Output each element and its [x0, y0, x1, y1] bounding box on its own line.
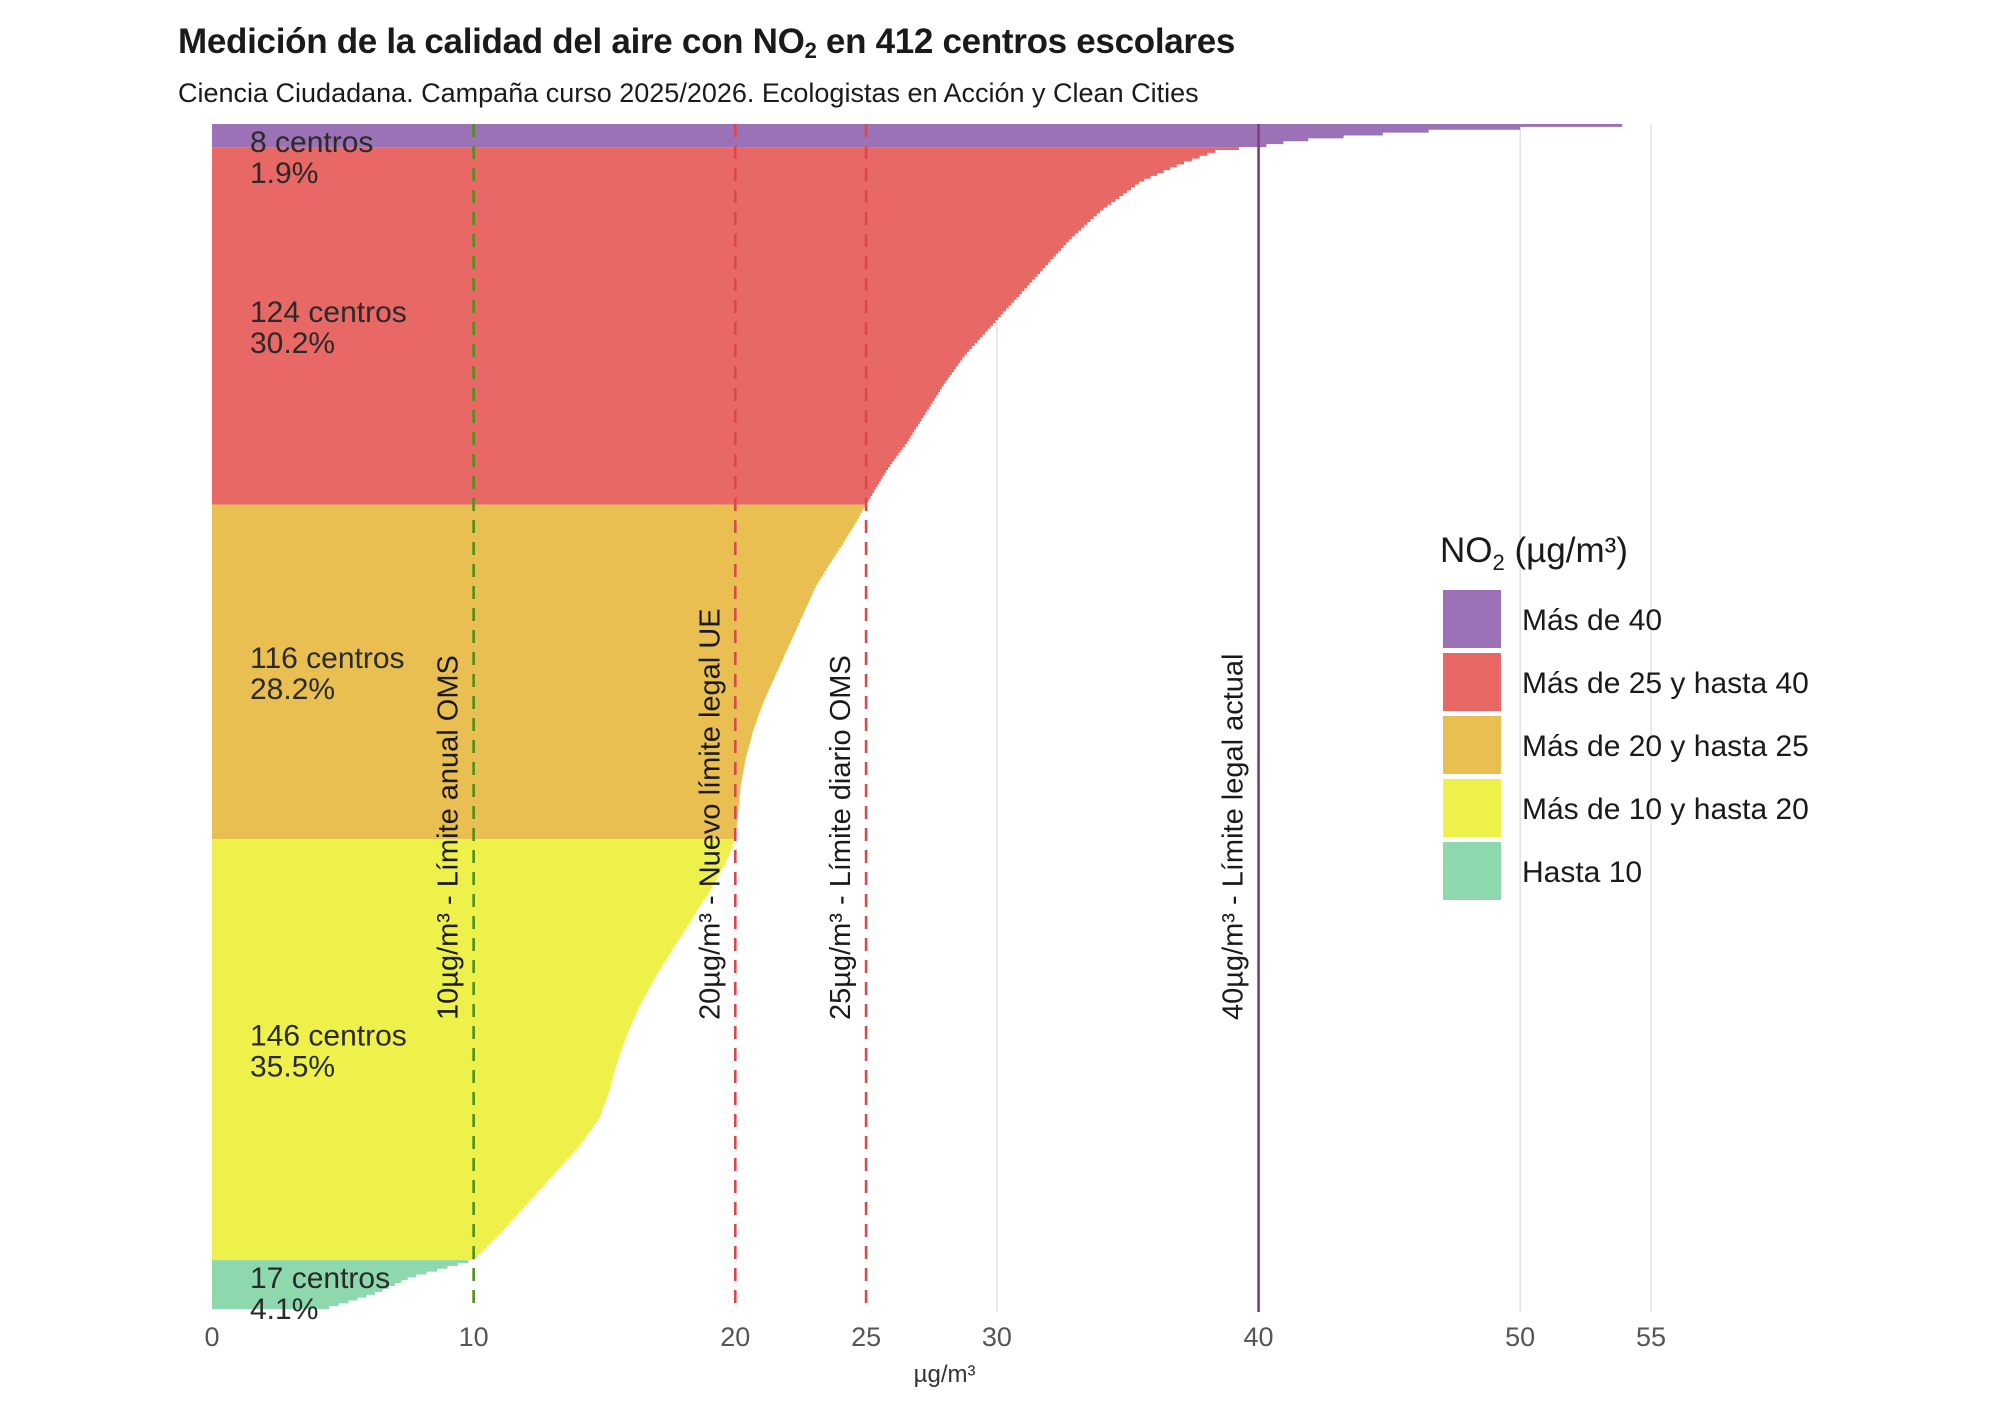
legend: NO2 (µg/m³) Más de 40 Más de 25 y hasta 40… [1440, 531, 1809, 900]
legend-swatch-gt40 [1443, 590, 1501, 648]
reference-label-20: 20µg/m³ - Nuevo límite legal UE [694, 608, 726, 1020]
legend-label-gt40: Más de 40 [1522, 604, 1662, 637]
x-axis-label: µg/m³ [914, 1361, 976, 1388]
reference-label-40: 40µg/m³ - Límite legal actual [1218, 654, 1250, 1020]
band-25to40 [212, 147, 1239, 505]
title-suffix: en 412 centros escolares [816, 22, 1236, 61]
band-pct-label-25to40: 30.2% [250, 327, 335, 360]
legend-label-le10: Hasta 10 [1522, 856, 1642, 889]
gridlines [996, 124, 1652, 1312]
x-tick-25: 25 [851, 1322, 881, 1352]
reference-lines: 10µg/m³ - Límite anual OMS 20µg/m³ - Nuev… [433, 124, 1260, 1312]
chart-subtitle: Ciencia Ciudadana. Campaña curso 2025/20… [178, 78, 1199, 108]
legend-label-10to20: Más de 10 y hasta 20 [1522, 793, 1809, 826]
band-count-label-gt40: 8 centros [250, 126, 373, 159]
band-pct-label-le10: 4.1% [250, 1293, 318, 1326]
legend-swatch-20to25 [1443, 716, 1501, 774]
band-pct-label-10to20: 35.5% [250, 1051, 335, 1084]
x-tick-0: 0 [204, 1322, 219, 1352]
band-pct-label-gt40: 1.9% [250, 157, 318, 190]
x-tick-10: 10 [459, 1322, 489, 1352]
x-tick-30: 30 [982, 1322, 1012, 1352]
x-tick-50: 50 [1505, 1322, 1535, 1352]
chart-title: Medición de la calidad del aire con NO2 … [178, 22, 1235, 64]
band-count-label-le10: 17 centros [250, 1262, 390, 1295]
reference-label-10: 10µg/m³ - Límite anual OMS [433, 655, 465, 1020]
legend-label-20to25: Más de 20 y hasta 25 [1522, 730, 1809, 763]
legend-swatch-25to40 [1443, 653, 1501, 711]
band-count-label-10to20: 146 centros [250, 1020, 407, 1053]
reference-label-25: 25µg/m³ - Límite diario OMS [825, 655, 857, 1020]
band-20to25 [212, 504, 866, 840]
x-tick-55: 55 [1636, 1322, 1666, 1352]
band-pct-label-20to25: 28.2% [250, 673, 335, 706]
band-count-label-20to25: 116 centros [250, 642, 405, 675]
category-bands [212, 124, 1623, 1310]
legend-swatch-10to20 [1443, 779, 1501, 837]
band-le10 [212, 1260, 469, 1310]
title-subscript: 2 [804, 38, 817, 63]
x-tick-20: 20 [720, 1322, 750, 1352]
band-count-label-25to40: 124 centros [250, 296, 407, 329]
title-prefix: Medición de la calidad del aire con NO [178, 22, 805, 61]
x-tick-40: 40 [1244, 1322, 1274, 1352]
x-axis: 0 10 20 25 30 40 50 55 µg/m³ [204, 1322, 1666, 1388]
legend-title: NO2 (µg/m³) [1440, 531, 1628, 575]
legend-label-25to40: Más de 25 y hasta 40 [1522, 667, 1809, 700]
band-gt40 [212, 124, 1623, 148]
legend-swatch-le10 [1443, 842, 1501, 900]
